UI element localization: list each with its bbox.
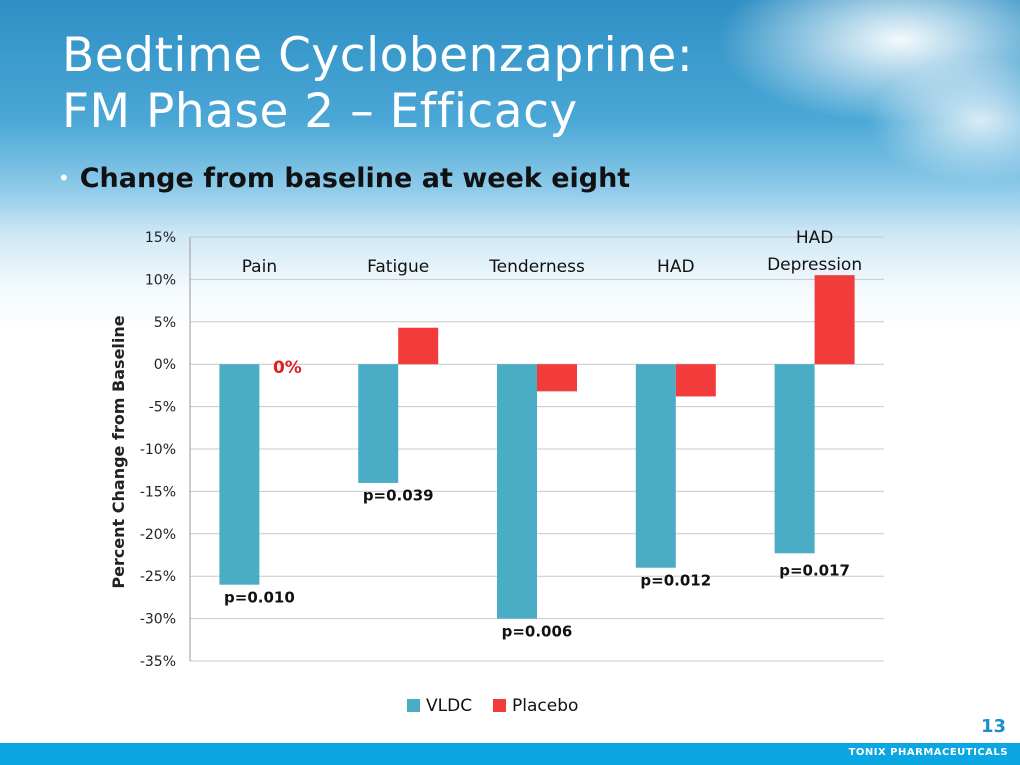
bar-vldc-4 bbox=[635, 364, 676, 568]
category-label: HAD bbox=[796, 228, 834, 248]
bullet-item: • Change from baseline at week eight bbox=[60, 160, 630, 196]
p-value-label: p=0.039 bbox=[363, 487, 434, 505]
bar-vldc-2 bbox=[358, 364, 399, 483]
category-label: HAD bbox=[657, 257, 695, 277]
bullet-text: Change from baseline at week eight bbox=[79, 162, 631, 194]
slide-title: Bedtime Cyclobenzaprine: FM Phase 2 – Ef… bbox=[62, 28, 693, 140]
page-number: 13 bbox=[980, 716, 1006, 737]
bar-placebo-5 bbox=[814, 275, 855, 365]
y-tick-label: -5% bbox=[149, 400, 176, 416]
bar-vldc-3 bbox=[497, 364, 537, 619]
legend-label-placebo: Placebo bbox=[512, 696, 578, 716]
p-value-label: p=0.006 bbox=[502, 622, 573, 640]
y-tick-label: -15% bbox=[140, 484, 176, 500]
y-tick-label: 0% bbox=[154, 357, 176, 373]
y-tick-label: -30% bbox=[140, 612, 176, 628]
footer-bar bbox=[0, 743, 1020, 765]
category-label: Fatigue bbox=[367, 257, 429, 277]
footer-company: TONIX PHARMACEUTICALS bbox=[848, 747, 1008, 758]
y-tick-label: 10% bbox=[145, 272, 176, 288]
placebo-zero-label: 0% bbox=[273, 358, 302, 378]
p-value-label: p=0.012 bbox=[640, 571, 711, 589]
y-tick-label: -25% bbox=[140, 569, 176, 585]
p-value-label: p=0.010 bbox=[224, 588, 295, 606]
y-tick-label: -20% bbox=[140, 527, 176, 543]
y-tick-label: 5% bbox=[154, 315, 176, 331]
efficacy-bar-chart: 15% 10% 5% 0% -5% -10% -15% -20% -25% -30% -35% Per… bbox=[109, 228, 884, 716]
category-label: Depression bbox=[767, 255, 862, 275]
legend-swatch-vldc bbox=[407, 699, 420, 712]
category-label: Tenderness bbox=[488, 257, 585, 277]
bullet-dot-icon: • bbox=[60, 165, 68, 190]
slide-title-line2: FM Phase 2 – Efficacy bbox=[62, 84, 578, 139]
y-tick-label: 15% bbox=[145, 230, 176, 246]
bar-placebo-2 bbox=[398, 327, 439, 365]
bar-vldc-5 bbox=[774, 364, 815, 554]
y-tick-label: -35% bbox=[140, 654, 176, 670]
bar-vldc-1 bbox=[219, 364, 260, 585]
legend-label-vldc: VLDC bbox=[426, 696, 472, 716]
y-tick-label: -10% bbox=[140, 442, 176, 458]
bar-placebo-4 bbox=[675, 364, 716, 397]
legend-swatch-placebo bbox=[493, 699, 506, 712]
y-axis-title: Percent Change from Baseline bbox=[109, 315, 128, 588]
bar-placebo-3 bbox=[537, 364, 577, 392]
category-label: Pain bbox=[242, 257, 277, 277]
slide-title-line1: Bedtime Cyclobenzaprine: bbox=[62, 28, 694, 83]
p-value-label: p=0.017 bbox=[779, 561, 850, 579]
